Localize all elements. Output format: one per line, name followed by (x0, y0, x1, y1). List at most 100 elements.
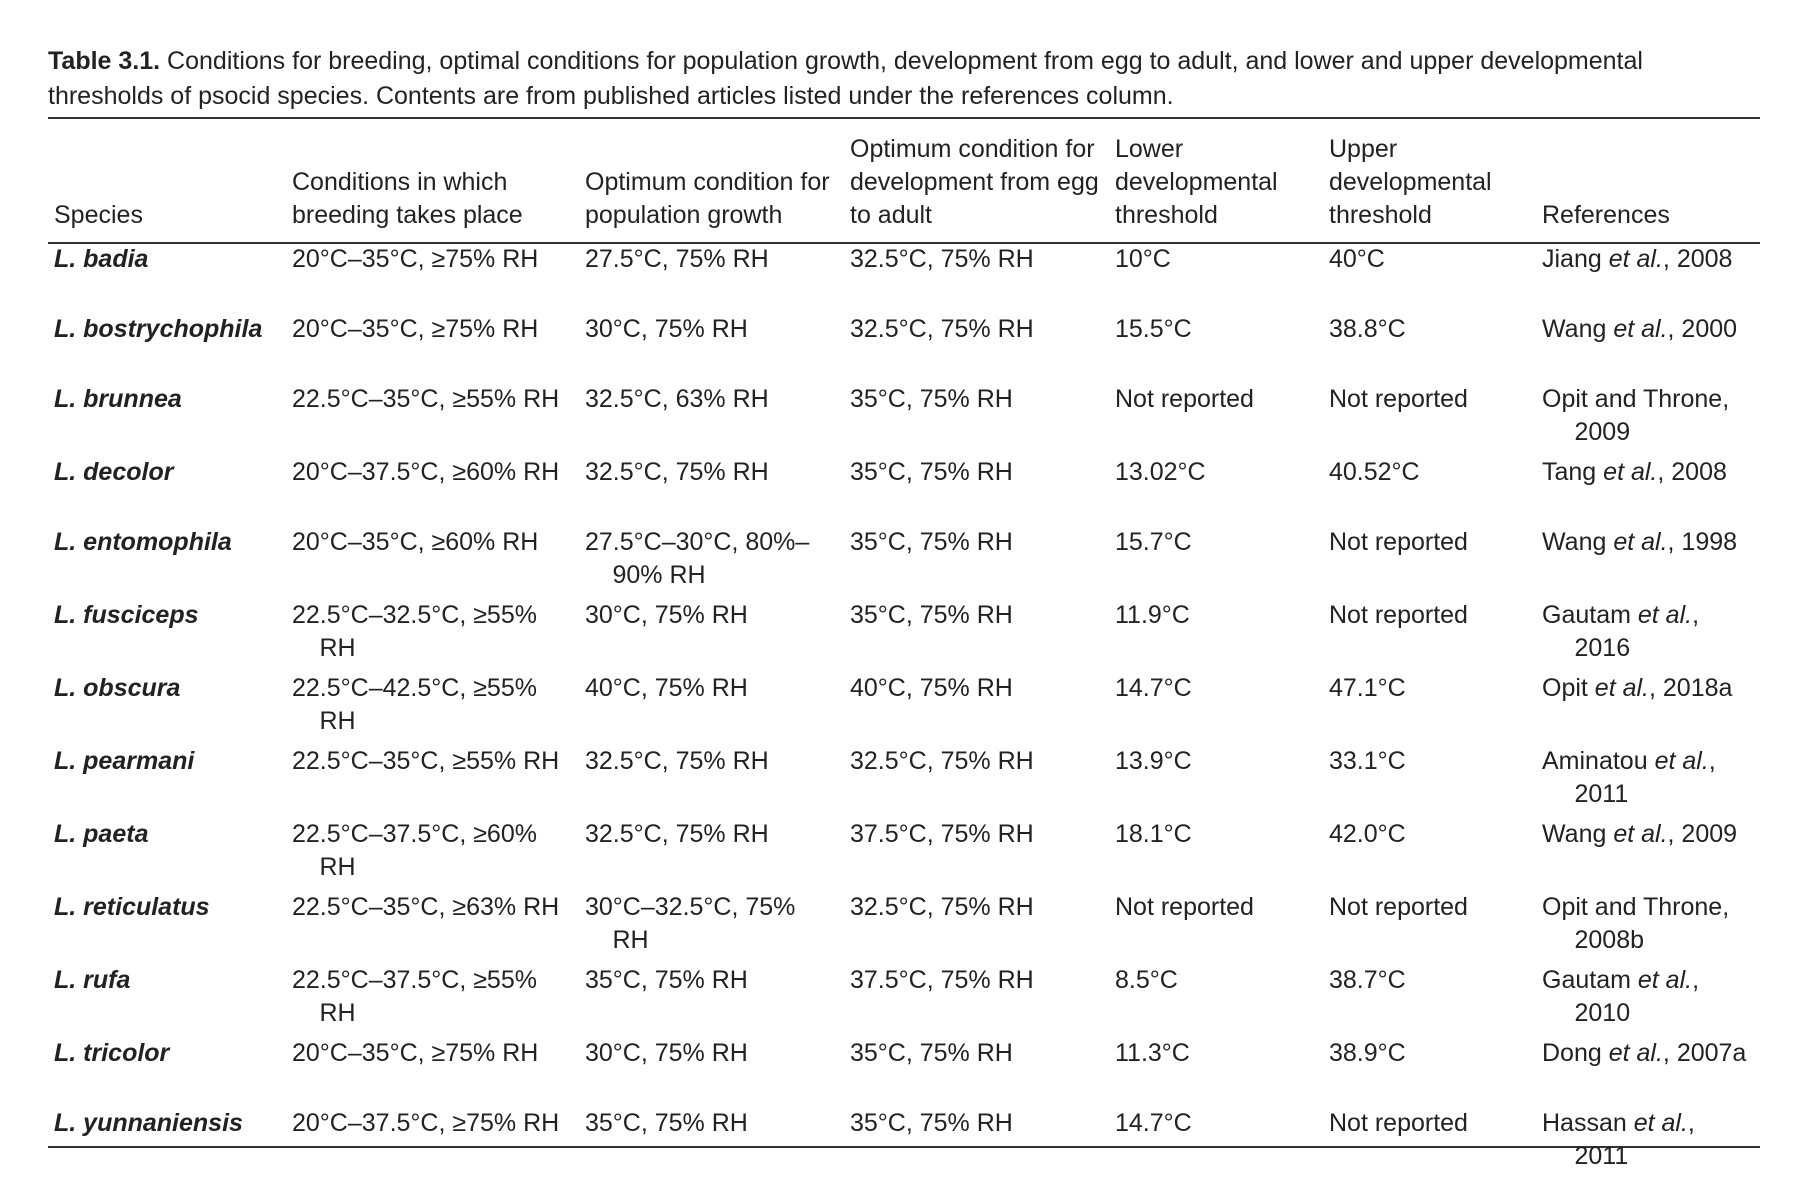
species-cell: L. entomophila (54, 528, 232, 556)
reference-italic: et al. (1603, 458, 1658, 486)
table-row: L. paeta 22.5°C–37.5°C, ≥60% RH 32.5°C, 75… (48, 815, 1760, 888)
reference-italic: et al. (1613, 820, 1668, 848)
table-cell: 14.7°C (1115, 674, 1192, 702)
table-cell: Not reported (1329, 893, 1468, 921)
reference-text: Jiang (1542, 245, 1609, 273)
reference-text: Wang (1542, 315, 1614, 343)
reference-italic: et al. (1637, 966, 1693, 994)
species-cell: L. bostrychophila (54, 315, 263, 343)
reference-text: Gautam (1542, 601, 1638, 629)
table-cell: 40.52°C (1329, 458, 1420, 486)
table-cell: 32.5°C, 75% RH (585, 458, 769, 486)
reference-italic: et al. (1654, 747, 1709, 775)
table-cell: 20°C–35°C, ≥75% RH (292, 245, 539, 273)
table-cell: 37.5°C, 75% RH (850, 820, 1034, 848)
table-cell: 32.5°C, 75% RH (850, 245, 1034, 273)
table-row: L. pearmani 22.5°C–35°C, ≥55% RH 32.5°C, 7… (48, 742, 1760, 815)
table-cell: 15.5°C (1115, 315, 1192, 343)
table-cell: 22.5°C–35°C, ≥55% RH (292, 747, 560, 775)
table-cell: 32.5°C, 75% RH (585, 820, 769, 848)
table-cell: 35°C, 75% RH (850, 385, 1013, 413)
reference-italic: et al. (1594, 674, 1649, 702)
table-row: L. rufa 22.5°C–37.5°C, ≥55% RH 35°C, 75% R… (48, 961, 1760, 1034)
reference-text: Opit (1542, 674, 1595, 702)
reference-cell: Gautam et al., 2016 (1536, 596, 1760, 669)
reference-cell: Tang et al., 2008 (1536, 453, 1760, 523)
table-cell: 35°C, 75% RH (850, 1109, 1013, 1137)
reference-text: Opit and Throne, 2008b (1542, 893, 1730, 954)
reference-italic: et al. (1637, 601, 1693, 629)
table-cell: 38.7°C (1329, 966, 1406, 994)
reference-text: , 2011 (1574, 747, 1716, 808)
table-cell: 22.5°C–37.5°C, ≥55% RH (292, 966, 537, 1027)
reference-text: , 1998 (1667, 528, 1738, 556)
reference-text: , 2018a (1649, 674, 1733, 702)
reference-text: , 2011 (1574, 1109, 1695, 1170)
table-cell: 30°C–32.5°C, 75% RH (585, 893, 796, 954)
table-cell: Not reported (1329, 1109, 1468, 1137)
species-cell: L. fusciceps (54, 601, 199, 629)
reference-italic: et al. (1613, 528, 1668, 556)
table-cell: 14.7°C (1115, 1109, 1192, 1137)
table-cell: 35°C, 75% RH (850, 458, 1013, 486)
header-rule (48, 242, 1760, 244)
table-cell: 40°C, 75% RH (850, 674, 1013, 702)
header-row: Species Conditions in which breeding take… (48, 120, 1760, 240)
column-header: Optimum condition for population growth (585, 168, 830, 229)
table-cell: 33.1°C (1329, 747, 1406, 775)
table-cell: Not reported (1329, 385, 1468, 413)
reference-italic: et al. (1633, 1109, 1688, 1137)
reference-text: Hassan (1542, 1109, 1634, 1137)
table-cell: 47.1°C (1329, 674, 1406, 702)
table-cell: 32.5°C, 75% RH (850, 747, 1034, 775)
table-cell: 27.5°C, 75% RH (585, 245, 769, 273)
table-cell: 10°C (1115, 245, 1171, 273)
table-row: L. tricolor 20°C–35°C, ≥75% RH 30°C, 75% R… (48, 1034, 1760, 1104)
reference-cell: Opit et al., 2018a (1536, 669, 1760, 742)
table-cell: 32.5°C, 75% RH (850, 893, 1034, 921)
table-body: L. badia 20°C–35°C, ≥75% RH 27.5°C, 75% RH… (48, 240, 1760, 1177)
table-cell: 35°C, 75% RH (850, 528, 1013, 556)
table-cell: 30°C, 75% RH (585, 601, 748, 629)
table-row: L. decolor 20°C–37.5°C, ≥60% RH 32.5°C, 75… (48, 453, 1760, 523)
table-cell: 13.9°C (1115, 747, 1192, 775)
table-cell: 8.5°C (1115, 966, 1178, 994)
table-cell: 40°C (1329, 245, 1385, 273)
reference-text: , 2016 (1574, 601, 1700, 662)
table-cell: Not reported (1115, 893, 1254, 921)
table-cell: 20°C–35°C, ≥75% RH (292, 315, 539, 343)
table-cell: 37.5°C, 75% RH (850, 966, 1034, 994)
reference-cell: Jiang et al., 2008 (1536, 240, 1760, 310)
table-cell: 20°C–35°C, ≥75% RH (292, 1039, 539, 1067)
table-cell: 22.5°C–32.5°C, ≥55% RH (292, 601, 537, 662)
reference-text: Aminatou (1542, 747, 1655, 775)
table-row: L. bostrychophila 20°C–35°C, ≥75% RH 30°C,… (48, 310, 1760, 380)
table-cell: 11.9°C (1115, 601, 1190, 629)
species-cell: L. obscura (54, 674, 181, 702)
table-cell: 20°C–35°C, ≥60% RH (292, 528, 539, 556)
reference-cell: Wang et al., 1998 (1536, 523, 1760, 596)
column-header: References (1542, 201, 1670, 229)
reference-text: , 2009 (1667, 820, 1738, 848)
reference-cell: Wang et al., 2000 (1536, 310, 1760, 380)
table-cell: 32.5°C, 75% RH (850, 315, 1034, 343)
reference-cell: Wang et al., 2009 (1536, 815, 1760, 888)
species-cell: L. rufa (54, 966, 131, 994)
table-row: L. fusciceps 22.5°C–32.5°C, ≥55% RH 30°C, … (48, 596, 1760, 669)
reference-text: , 2000 (1667, 315, 1738, 343)
table-cell: 11.3°C (1115, 1039, 1190, 1067)
reference-cell: Dong et al., 2007a (1536, 1034, 1760, 1104)
table-cell: 38.9°C (1329, 1039, 1406, 1067)
reference-text: , 2008 (1662, 245, 1733, 273)
reference-text: Wang (1542, 528, 1614, 556)
table-cell: 22.5°C–35°C, ≥55% RH (292, 385, 560, 413)
reference-cell: Opit and Throne, 2008b (1536, 888, 1760, 961)
column-header: Optimum condition for development from e… (850, 135, 1099, 229)
species-cell: L. pearmani (54, 747, 195, 775)
species-cell: L. brunnea (54, 385, 182, 413)
table-cell: 22.5°C–37.5°C, ≥60% RH (292, 820, 537, 881)
reference-italic: et al. (1613, 315, 1668, 343)
species-cell: L. reticulatus (54, 893, 210, 921)
reference-italic: et al. (1608, 1039, 1663, 1067)
